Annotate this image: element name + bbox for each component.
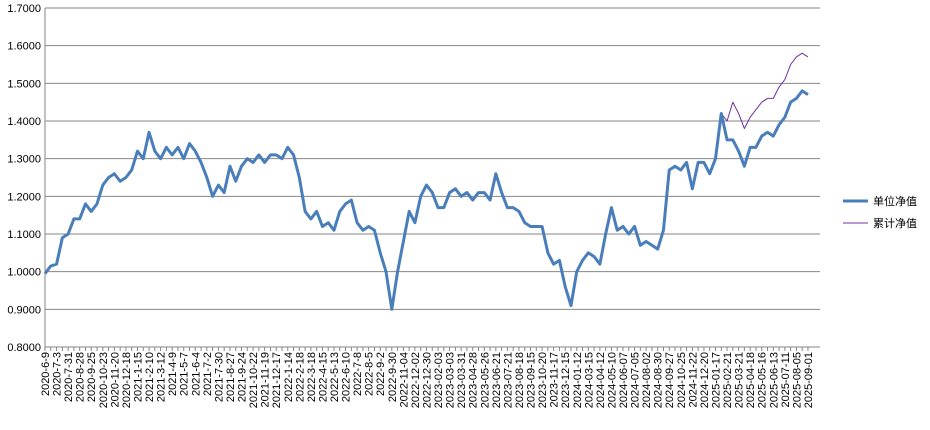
y-tick-label: 1.0000 (7, 267, 41, 279)
x-tick-label: 2024-06-07 (618, 352, 630, 408)
x-tick-label: 2024-12-20 (699, 352, 711, 408)
x-tick-label: 2022-2-18 (294, 352, 306, 402)
x-tick-label: 2023-08-18 (514, 352, 526, 408)
x-tick-label: 2024-07-05 (630, 352, 642, 408)
x-tick-label: 2022-12-30 (421, 352, 433, 408)
x-tick-label: 2024-04-12 (595, 352, 607, 408)
legend-label: 累计净值 (873, 216, 917, 230)
x-tick-label: 2021-4-9 (167, 352, 179, 396)
y-tick-label: 1.4000 (7, 116, 41, 128)
x-tick-label: 2025-09-01 (803, 352, 815, 408)
x-tick-label: 2020-7-31 (63, 352, 75, 402)
y-tick-label: 1.7000 (7, 3, 41, 15)
x-tick-label: 2022-11-04 (398, 352, 410, 407)
y-tick-label: 1.5000 (7, 78, 41, 90)
x-tick-label: 2022-7-8 (352, 352, 364, 396)
y-tick-label: 1.2000 (7, 191, 41, 203)
x-tick-label: 2021-11-19 (260, 352, 272, 407)
x-tick-label: 2024-10-25 (676, 352, 688, 408)
x-tick-label: 2021-2-10 (144, 352, 156, 402)
x-tick-label: 2024-08-30 (653, 352, 665, 408)
x-tick-label: 2020-12-18 (121, 352, 133, 408)
x-tick-label: 2023-05-26 (479, 352, 491, 408)
x-tick-label: 2023-09-15 (526, 352, 538, 408)
x-tick-label: 2022-9-2 (375, 352, 387, 396)
x-tick-label: 2024-11-22 (687, 352, 699, 407)
x-tick-label: 2025-02-21 (722, 352, 734, 408)
x-tick-label: 2025-05-16 (757, 352, 769, 408)
x-tick-label: 2022-9-30 (387, 352, 399, 402)
y-tick-label: 0.9000 (7, 304, 41, 316)
x-tick-label: 2021-3-12 (156, 352, 168, 402)
legend-label: 单位净值 (873, 194, 917, 208)
x-tick-label: 2022-3-18 (306, 352, 318, 402)
x-tick-label: 2025-08-05 (791, 352, 803, 408)
x-tick-label: 2021-12-17 (271, 352, 283, 408)
x-tick-label: 2025-03-21 (734, 352, 746, 408)
x-tick-label: 2021-5-7 (179, 352, 191, 396)
x-tick-label: 2024-09-27 (664, 352, 676, 408)
x-tick-label: 2020-9-25 (86, 352, 98, 402)
line-series (43, 89, 809, 311)
x-tick-label: 2025-06-13 (768, 352, 780, 408)
y-tick-label: 1.3000 (7, 154, 41, 166)
x-tick-label: 2022-6-10 (341, 352, 353, 402)
y-tick-label: 1.6000 (7, 41, 41, 53)
x-tick-label: 2025-07-11 (780, 352, 792, 407)
x-tick-label: 2024-01-12 (572, 352, 584, 408)
x-tick-label: 2022-5-13 (329, 352, 341, 402)
x-tick-label: 2023-07-21 (502, 352, 514, 408)
x-tick-label: 2021-8-27 (225, 352, 237, 402)
x-tick-label: 2023-02-03 (433, 352, 445, 408)
x-tick-label: 2023-10-20 (537, 352, 549, 408)
x-tick-label: 2023-12-15 (560, 352, 572, 408)
y-tick-label: 0.8000 (7, 342, 41, 354)
x-tick-label: 2020-7-3 (52, 352, 64, 396)
x-tick-label: 2023-03-03 (445, 352, 457, 408)
x-tick-label: 2025-01-17 (710, 352, 722, 408)
x-tick-label: 2021-1-15 (132, 352, 144, 402)
x-tick-label: 2021-6-4 (190, 352, 202, 396)
x-tick-label: 2022-4-15 (317, 352, 329, 402)
x-tick-label: 2020-10-23 (98, 352, 110, 408)
x-tick-label: 2021-7-2 (202, 352, 214, 396)
x-tick-label: 2023-04-28 (468, 352, 480, 408)
x-tick-label: 2022-8-5 (364, 352, 376, 396)
x-tick-label: 2020-11-20 (109, 352, 121, 407)
x-tick-label: 2024-03-15 (583, 352, 595, 408)
x-tick-label: 2021-7-30 (213, 352, 225, 402)
x-tick-label: 2020-6-9 (40, 352, 52, 396)
x-tick-label: 2024-05-10 (606, 352, 618, 408)
x-tick-label: 2024-08-02 (641, 352, 653, 408)
x-tick-label: 2023-11-17 (549, 352, 561, 407)
x-tick-label: 2023-06-21 (491, 352, 503, 408)
x-tick-label: 2025-04-18 (745, 352, 757, 408)
x-tick-label: 2022-12-02 (410, 352, 422, 408)
x-tick-label: 2023-03-31 (456, 352, 468, 408)
x-tick-label: 2021-9-24 (237, 352, 249, 402)
x-tick-label: 2021-10-22 (248, 352, 260, 408)
x-tick-label: 2020-8-28 (75, 352, 87, 402)
x-tick-label: 2022-1-14 (283, 352, 295, 402)
y-tick-label: 1.1000 (7, 229, 41, 241)
